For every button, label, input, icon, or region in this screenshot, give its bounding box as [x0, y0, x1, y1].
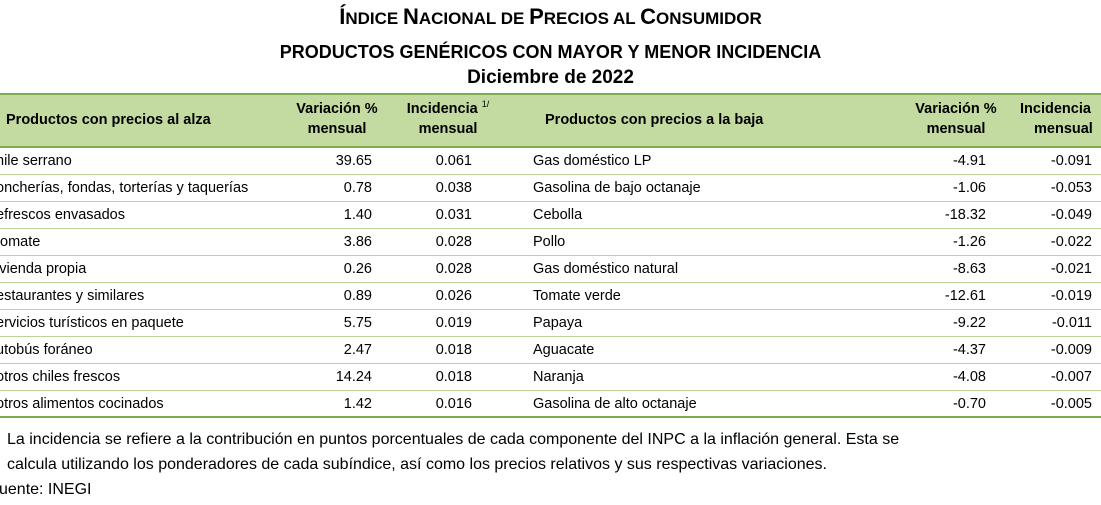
down-incidence: -0.022 — [1050, 234, 1092, 250]
up-incidence: 0.061 — [435, 153, 472, 169]
up-incidence: 0.026 — [435, 288, 472, 304]
up-product-name: ervicios turísticos en paquete — [0, 315, 184, 331]
down-incidence: -0.019 — [1050, 288, 1092, 304]
page-subtitle: PRODUCTOS GENÉRICOS CON MAYOR Y MENOR IN… — [279, 42, 822, 62]
up-incidence: 0.018 — [435, 369, 472, 385]
down-product-name: Gasolina de bajo octanaje — [533, 180, 701, 196]
down-incidence: -0.049 — [1050, 207, 1092, 223]
down-product-name: Gasolina de alto octanaje — [533, 396, 697, 412]
up-variation: 5.75 — [343, 315, 372, 331]
table-row: tomate 3.86 0.028 Pollo -1.26 -0.022 — [0, 229, 1101, 256]
down-product-name: Pollo — [533, 234, 566, 250]
table-row: ivienda propia 0.26 0.028 Gas doméstico … — [0, 256, 1101, 283]
up-product-name: hile serrano — [0, 153, 72, 169]
header-down-incidence: Incidencia mensual — [1020, 101, 1093, 137]
down-incidence: -0.091 — [1050, 153, 1092, 169]
table-row: efrescos envasados 1.40 0.031 Cebolla -1… — [0, 202, 1101, 229]
down-product-name: Aguacate — [533, 342, 595, 358]
header-down-variation: Variación % mensual — [915, 101, 997, 137]
header-up-variation: Variación % mensual — [296, 101, 378, 137]
footnote-source: uente: INEGI — [0, 481, 92, 498]
header-up-incidence: Incidencia 1/ mensual — [406, 99, 490, 137]
down-product-name: Papaya — [533, 315, 583, 331]
up-incidence: 0.016 — [435, 396, 472, 412]
table-row: ervicios turísticos en paquete 5.75 0.01… — [0, 310, 1101, 337]
page-title: ÍNDICE NACIONAL DE PRECIOS AL CONSUMIDOR — [339, 4, 762, 29]
header-up-products: Productos con precios al alza — [6, 112, 211, 128]
down-product-name: Gas doméstico natural — [533, 261, 679, 277]
down-variation: -1.06 — [952, 180, 986, 196]
up-variation: 0.89 — [343, 288, 372, 304]
down-variation: -12.61 — [944, 288, 986, 304]
up-incidence: 0.019 — [435, 315, 472, 331]
table-header: Productos con precios al alza Variación … — [0, 93, 1101, 148]
table-row: estaurantes y similares 0.89 0.026 Tomat… — [0, 283, 1101, 310]
page-period: Diciembre de 2022 — [467, 67, 634, 88]
header-down-products: Productos con precios a la baja — [545, 112, 764, 128]
up-variation: 1.42 — [343, 396, 372, 412]
table-row: otros alimentos cocinados 1.42 0.016 Gas… — [0, 391, 1101, 418]
table-row: otros chiles frescos 14.24 0.018 Naranja… — [0, 364, 1101, 391]
up-variation: 14.24 — [335, 369, 372, 385]
down-variation: -0.70 — [952, 396, 986, 412]
up-product-name: utobús foráneo — [0, 342, 93, 358]
up-product-name: ivienda propia — [0, 261, 87, 277]
footnote-incidence-line1: La incidencia se refiere a la contribuci… — [7, 431, 900, 448]
table-row: oncherías, fondas, torterías y taquerías… — [0, 175, 1101, 202]
down-product-name: Naranja — [533, 369, 584, 385]
footnote-incidence-line2: calcula utilizando los ponderadores de c… — [7, 456, 827, 473]
down-product-name: Cebolla — [533, 207, 583, 223]
down-incidence: -0.021 — [1050, 261, 1092, 277]
down-product-name: Tomate verde — [533, 288, 621, 304]
up-product-name: otros chiles frescos — [0, 369, 121, 385]
table-row: utobús foráneo 2.47 0.018 Aguacate -4.37… — [0, 337, 1101, 364]
down-variation: -4.37 — [952, 342, 986, 358]
up-incidence: 0.028 — [435, 261, 472, 277]
up-product-name: tomate — [0, 234, 41, 250]
up-product-name: estaurantes y similares — [0, 288, 145, 304]
table-row: hile serrano 39.65 0.061 Gas doméstico L… — [0, 148, 1101, 175]
down-variation: -9.22 — [952, 315, 986, 331]
down-variation: -4.08 — [952, 369, 986, 385]
down-variation: -8.63 — [952, 261, 986, 277]
down-incidence: -0.009 — [1050, 342, 1092, 358]
down-incidence: -0.011 — [1051, 315, 1092, 331]
table-body: hile serrano 39.65 0.061 Gas doméstico L… — [0, 148, 1101, 418]
up-variation: 2.47 — [343, 342, 372, 358]
up-variation: 0.78 — [343, 180, 372, 196]
down-variation: -1.26 — [952, 234, 986, 250]
down-variation: -18.32 — [944, 207, 986, 223]
up-product-name: efrescos envasados — [0, 207, 125, 223]
down-incidence: -0.005 — [1050, 396, 1092, 412]
up-incidence: 0.028 — [435, 234, 472, 250]
up-variation: 39.65 — [335, 153, 372, 169]
up-incidence: 0.018 — [435, 342, 472, 358]
up-product-name: otros alimentos cocinados — [0, 396, 164, 412]
up-variation: 1.40 — [343, 207, 372, 223]
down-incidence: -0.053 — [1050, 180, 1092, 196]
up-incidence: 0.031 — [435, 207, 472, 223]
up-variation: 0.26 — [343, 261, 372, 277]
down-variation: -4.91 — [952, 153, 986, 169]
down-incidence: -0.007 — [1050, 369, 1092, 385]
up-product-name: oncherías, fondas, torterías y taquerías — [0, 180, 249, 196]
up-incidence: 0.038 — [435, 180, 472, 196]
up-variation: 3.86 — [343, 234, 372, 250]
down-product-name: Gas doméstico LP — [533, 153, 652, 169]
